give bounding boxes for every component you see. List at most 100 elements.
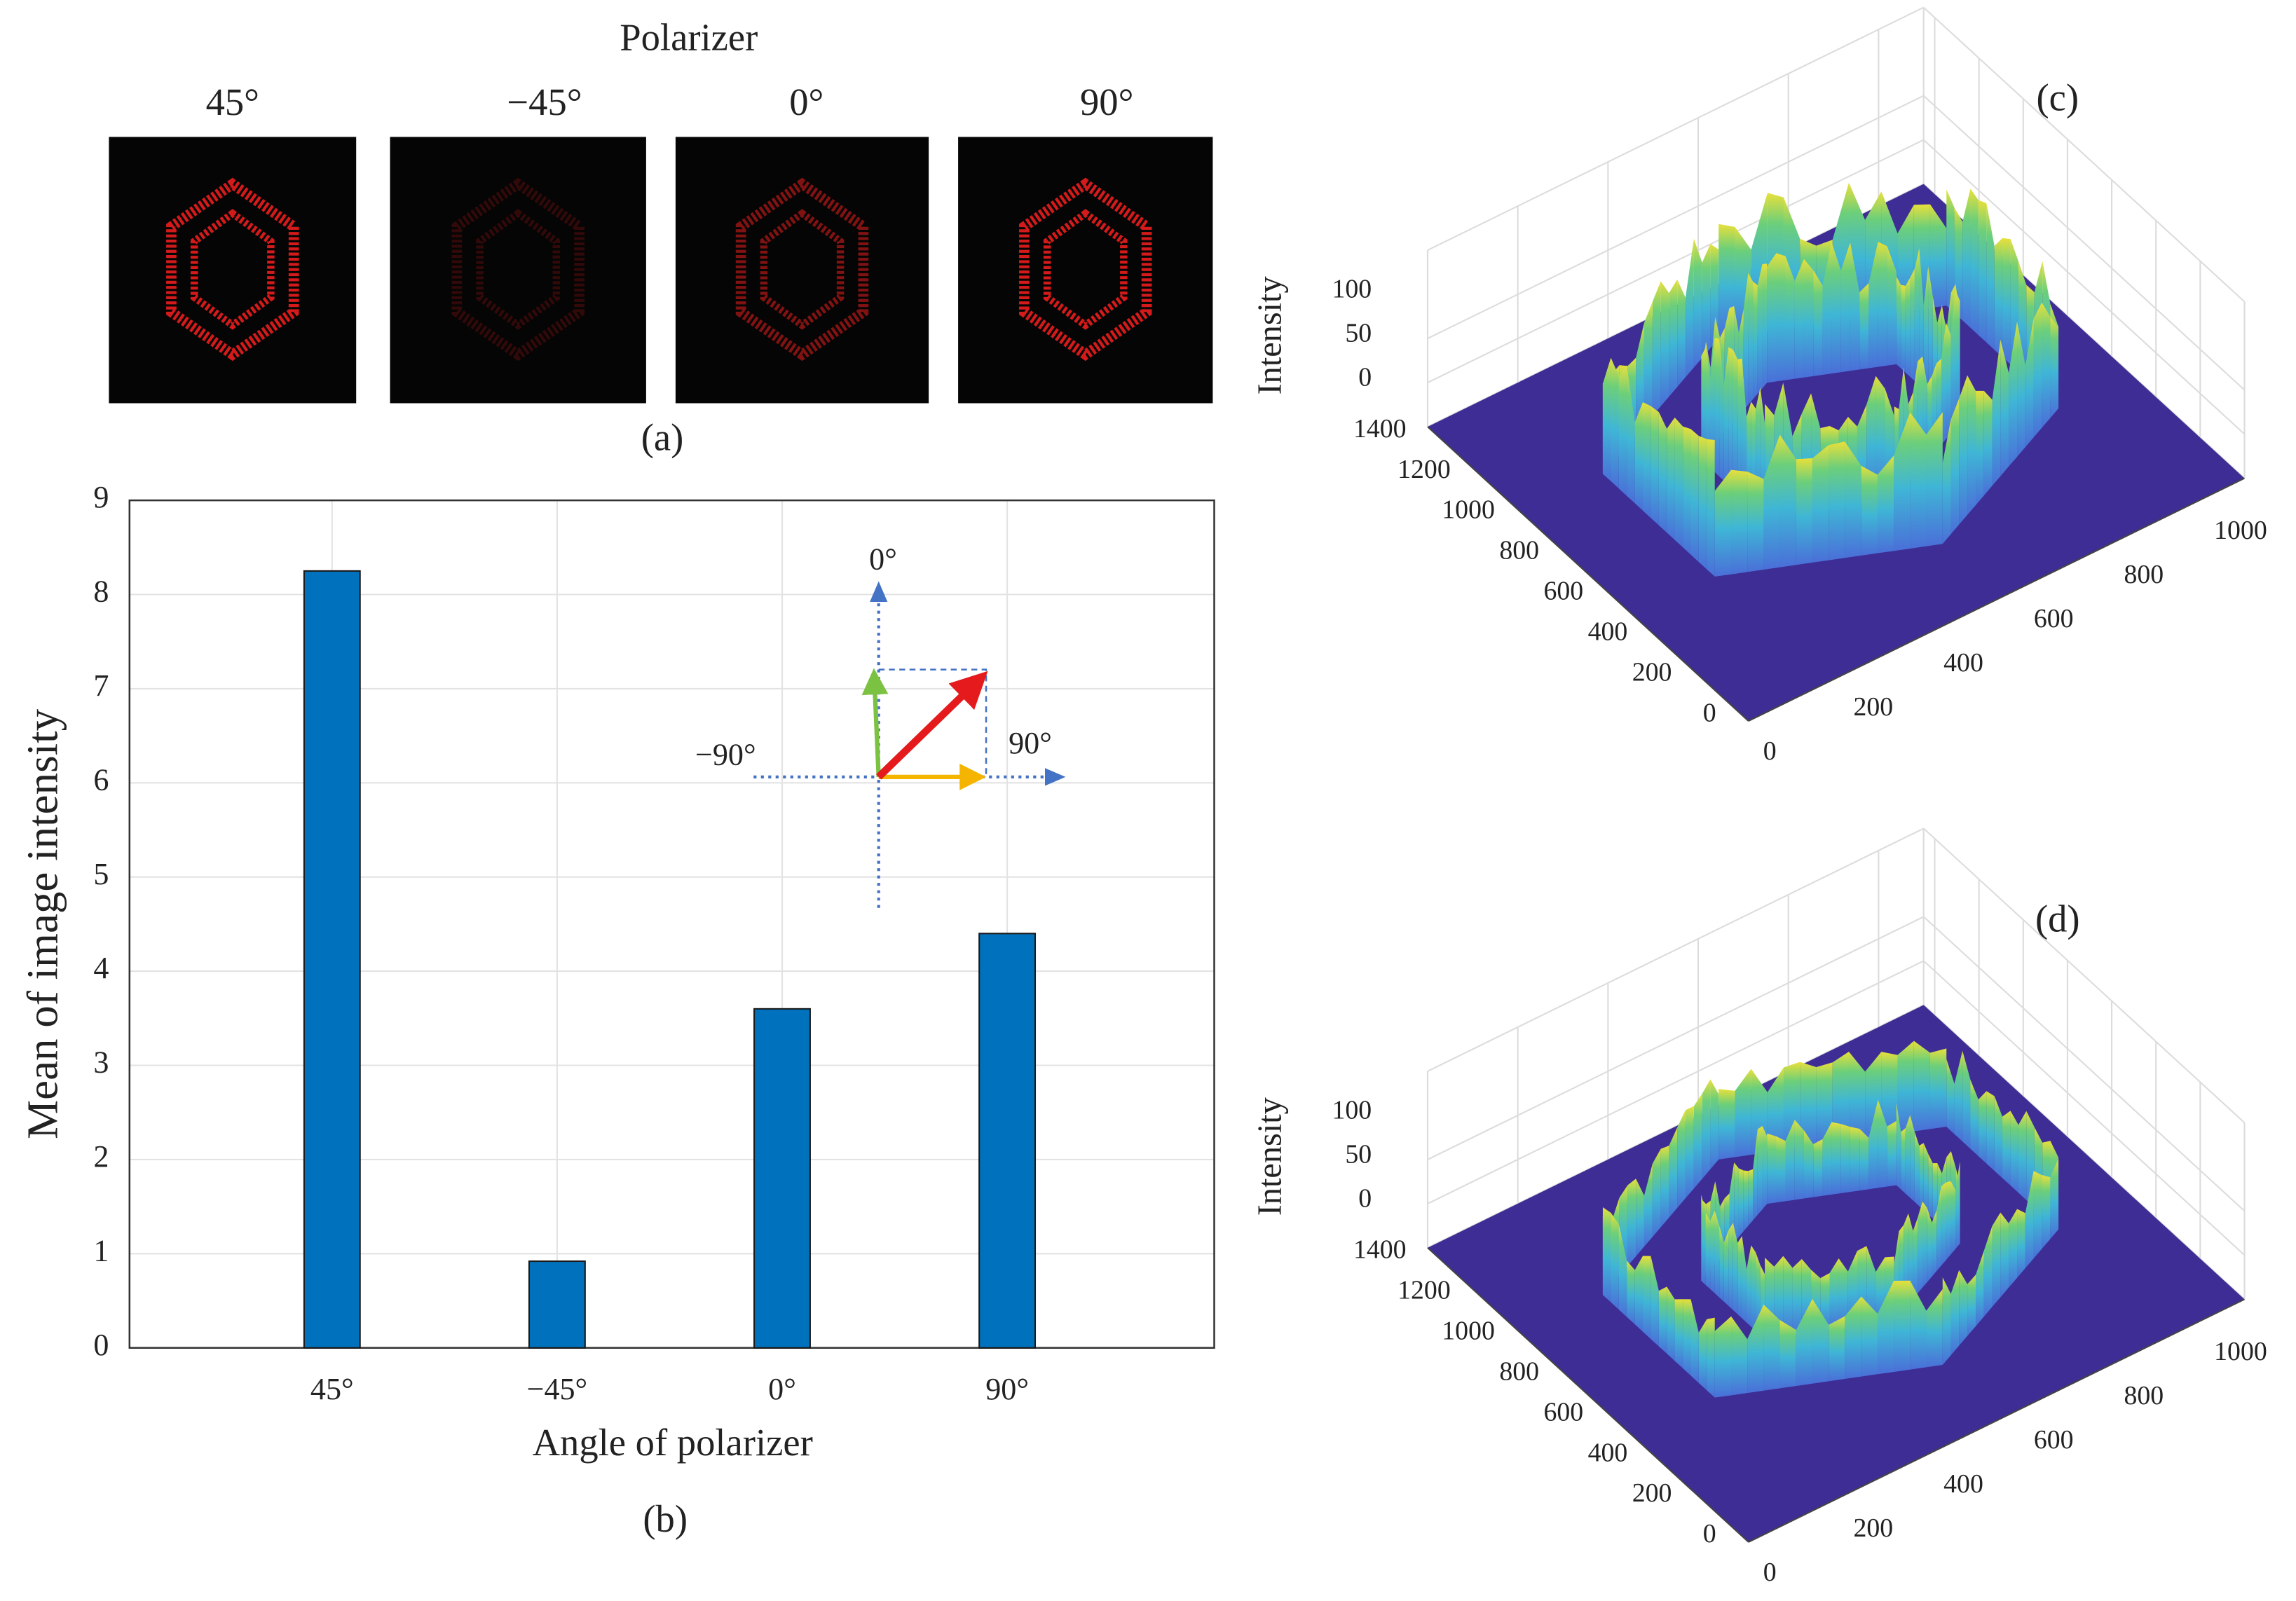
ring [190,209,275,330]
ring-face [1714,337,1720,477]
ring-face [1840,242,1850,373]
ring-face [1747,1304,1764,1394]
polarizer-panel: Polarizer 45° −45° 0° 90° (a) [109,15,1213,459]
ring-face [1733,1223,1738,1314]
x-tick-label: 200 [1853,692,1893,722]
inset-label: −90° [695,738,756,772]
ring-face [1822,242,1832,375]
axis-line [1748,477,2245,722]
z-axis-label: Intensity [1252,1097,1289,1216]
ring-face [1743,273,1749,411]
ring-face [1748,273,1754,405]
grid-line [1427,916,1925,1160]
ring-face [1926,412,1943,547]
ring-face [2050,316,2059,418]
x-tick-label: 90° [985,1372,1029,1406]
ring-face [2009,321,2018,467]
ring-face [1714,1210,1720,1298]
y-tick-label: 1400 [1353,414,1407,444]
y-tick-label: 6 [93,762,109,797]
angle-label: 45° [206,81,259,123]
ring-face [1918,1201,1923,1293]
ring-face [1929,1048,1947,1129]
y-tick-label: 800 [1499,1356,1539,1386]
ring-face [1652,281,1661,416]
ring-face [1636,1179,1644,1257]
x-tick-label: 800 [2124,1381,2164,1410]
inset-label: 90° [1009,726,1052,760]
ring-face [1919,1143,1924,1211]
x-tick-label: −45° [527,1372,588,1406]
x-tick-label: 600 [2034,1425,2074,1455]
z-axis-label: Intensity [1252,276,1289,394]
ring-face [1986,203,1995,350]
ring-face [1767,253,1777,383]
ring-face [1955,1161,1960,1249]
ring-face [1914,1132,1920,1207]
ring-face [1913,1217,1918,1299]
ring-face [1927,1207,1932,1282]
polarizer-image [675,137,929,404]
x-tick-label: 0° [768,1372,796,1406]
ring-face [1829,1316,1845,1382]
x-tick-label: 800 [2124,560,2164,589]
ring-face [1812,445,1829,563]
ring-face [1859,283,1869,370]
ring-face [1877,1280,1894,1375]
bar [528,1260,586,1349]
ring-face [1698,1319,1707,1391]
angle-label: −45° [507,81,582,123]
ring-face [1816,1062,1833,1146]
ring-face [1812,1298,1829,1384]
ring-face [1728,1223,1733,1310]
ring-face [1910,268,1915,381]
ring-face [1743,1170,1749,1232]
y-tick-label: 200 [1632,657,1672,687]
ring-face [1967,375,1976,515]
ring-face [1767,1067,1784,1153]
ring-face [1714,469,1732,577]
ring-face [1776,253,1786,382]
ring-face [1753,281,1758,399]
ring-face [2050,1158,2059,1239]
ring-face [1962,1050,1971,1149]
ring-face [1932,1210,1937,1277]
ring-face [2025,1171,2034,1268]
ring-face [1910,412,1927,549]
ring-face [1794,1120,1804,1200]
ring-face [1779,1320,1796,1389]
ring-face [1719,338,1724,481]
ring-face [1714,1316,1732,1398]
ring-face [1983,390,1993,496]
ring-face [1994,1096,2003,1179]
ring-face [1914,248,1920,385]
ring-face [1905,277,1911,377]
y-tick-label: 600 [1543,1397,1583,1427]
z-tick-label: 100 [1332,1095,1372,1125]
ring-face [1794,259,1804,379]
ring [1043,209,1128,330]
ring-face [1731,1316,1748,1396]
ring-face [1950,398,1960,535]
ring-face [2033,1171,2042,1259]
ring-face [1840,1124,1850,1193]
y-tick-label: 1 [93,1233,109,1267]
ring-face [1705,347,1711,469]
ring-face [1923,1143,1929,1215]
grid-line [1427,139,1925,384]
ring-face [1776,1136,1786,1203]
ring-face [1644,301,1653,426]
ring-face [1913,1040,1930,1132]
ring-face [1983,1225,1993,1317]
ring [760,209,845,330]
ring [166,177,299,362]
ring-face [1905,1115,1911,1198]
y-tick-label: 3 [93,1045,109,1080]
x-tick-label: 400 [1943,648,1983,678]
ring-face [1702,244,1711,358]
ring-face [1719,1225,1724,1302]
ring-face [1733,350,1738,493]
ring-face [1803,259,1814,378]
x-tick-label: 1000 [2214,1337,2267,1366]
